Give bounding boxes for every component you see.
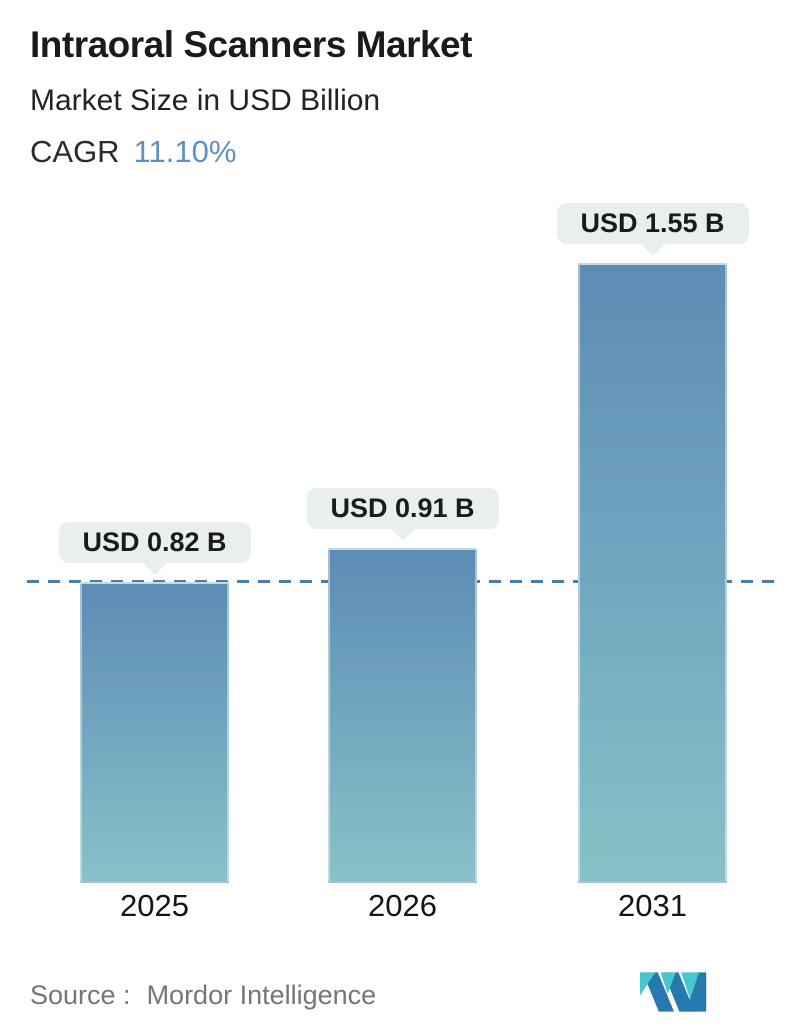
mordor-intelligence-logo bbox=[640, 972, 707, 1012]
axis-label-2026: 2026 bbox=[368, 888, 437, 923]
bar-2025[interactable] bbox=[80, 582, 229, 883]
cagr-label: CAGR bbox=[30, 134, 120, 169]
value-tooltip-2026: USD 0.91 B bbox=[306, 488, 499, 529]
chart-subtitle: Market Size in USD Billion bbox=[30, 84, 381, 117]
value-tooltip-2025: USD 0.82 B bbox=[58, 522, 251, 563]
bar-2031[interactable] bbox=[578, 263, 727, 883]
bar-2026[interactable] bbox=[328, 548, 477, 883]
cagr-value: 11.10% bbox=[133, 134, 237, 169]
value-tooltip-2031: USD 1.55 B bbox=[556, 203, 749, 244]
page-title: Intraoral Scanners Market bbox=[30, 24, 472, 65]
source-label: Source : bbox=[30, 980, 131, 1010]
source-note: Source : Mordor Intelligence bbox=[30, 980, 376, 1011]
source-name: Mordor Intelligence bbox=[146, 980, 377, 1010]
axis-label-2025: 2025 bbox=[120, 888, 189, 923]
cagr-row: CAGR 11.10% bbox=[30, 134, 236, 170]
axis-label-2031: 2031 bbox=[618, 888, 687, 923]
